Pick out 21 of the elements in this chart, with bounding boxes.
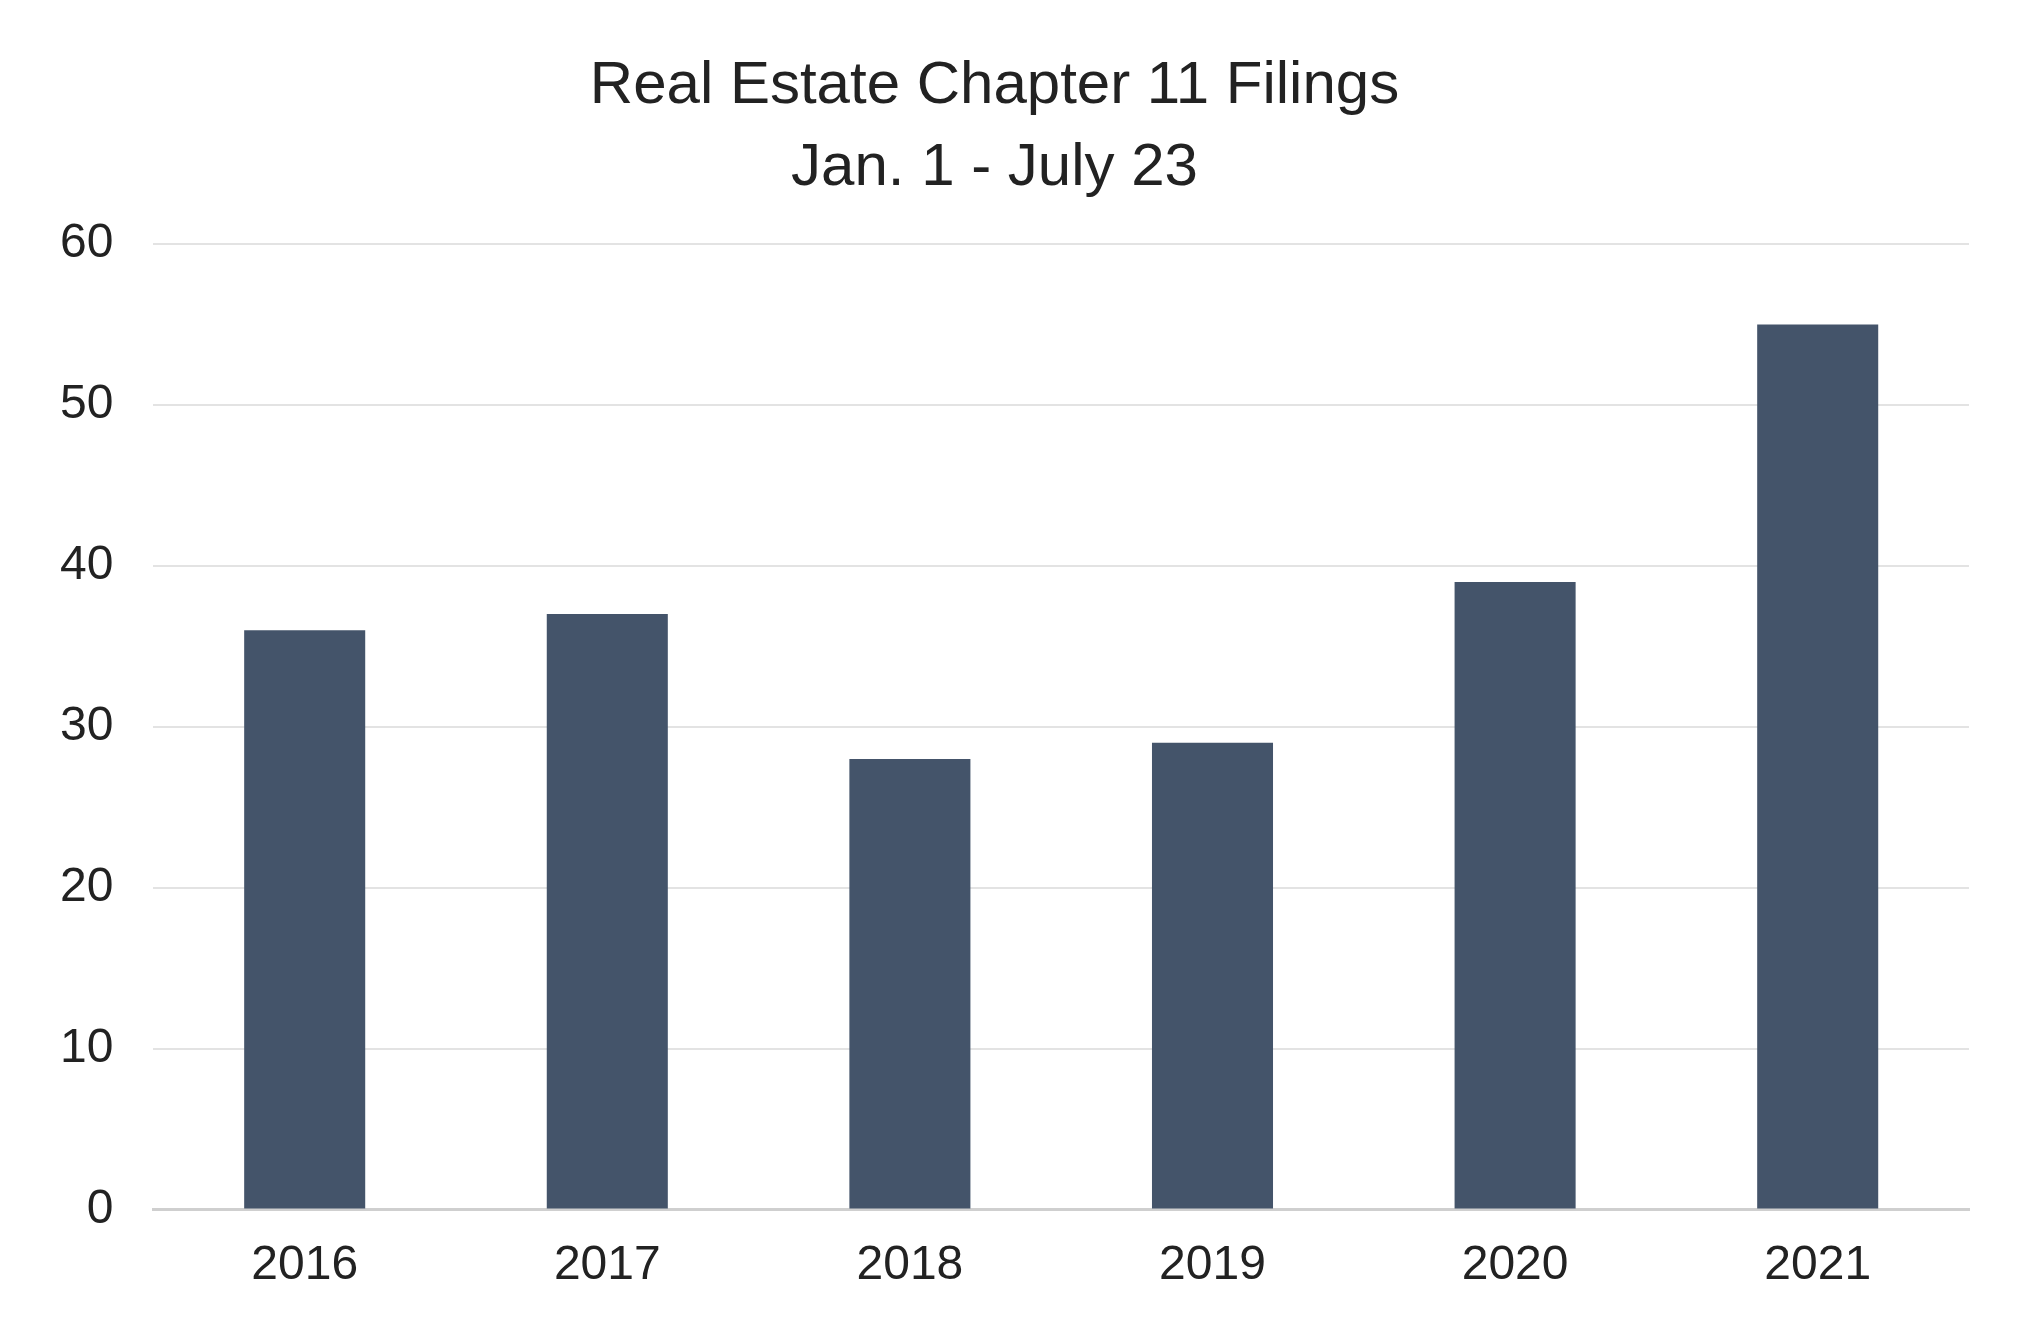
y-tick-label: 0 [86,1179,114,1233]
x-tick-label: 2020 [1461,1236,1569,1290]
bar [546,614,668,1209]
bar [244,630,366,1209]
x-tick-label: 2016 [251,1236,359,1290]
x-tick-label: 2017 [553,1236,661,1290]
y-tick-label: 50 [60,375,114,429]
y-tick-label: 30 [60,696,114,750]
chart-title: Real Estate Chapter 11 Filings [589,48,1400,116]
y-tick-label: 20 [60,857,114,911]
bar [1757,324,1879,1209]
bar [1151,742,1274,1209]
y-tick-label: 10 [60,1018,114,1072]
x-tick-label: 2019 [1159,1236,1266,1290]
bar [1454,581,1576,1209]
x-tick-label: 2018 [856,1236,964,1290]
bar [849,758,971,1209]
y-tick-label: 40 [60,536,114,590]
x-tick-label: 2021 [1764,1236,1872,1290]
y-tick-label: 60 [60,214,114,268]
chart-subtitle: Jan. 1 - July 23 [791,130,1198,198]
